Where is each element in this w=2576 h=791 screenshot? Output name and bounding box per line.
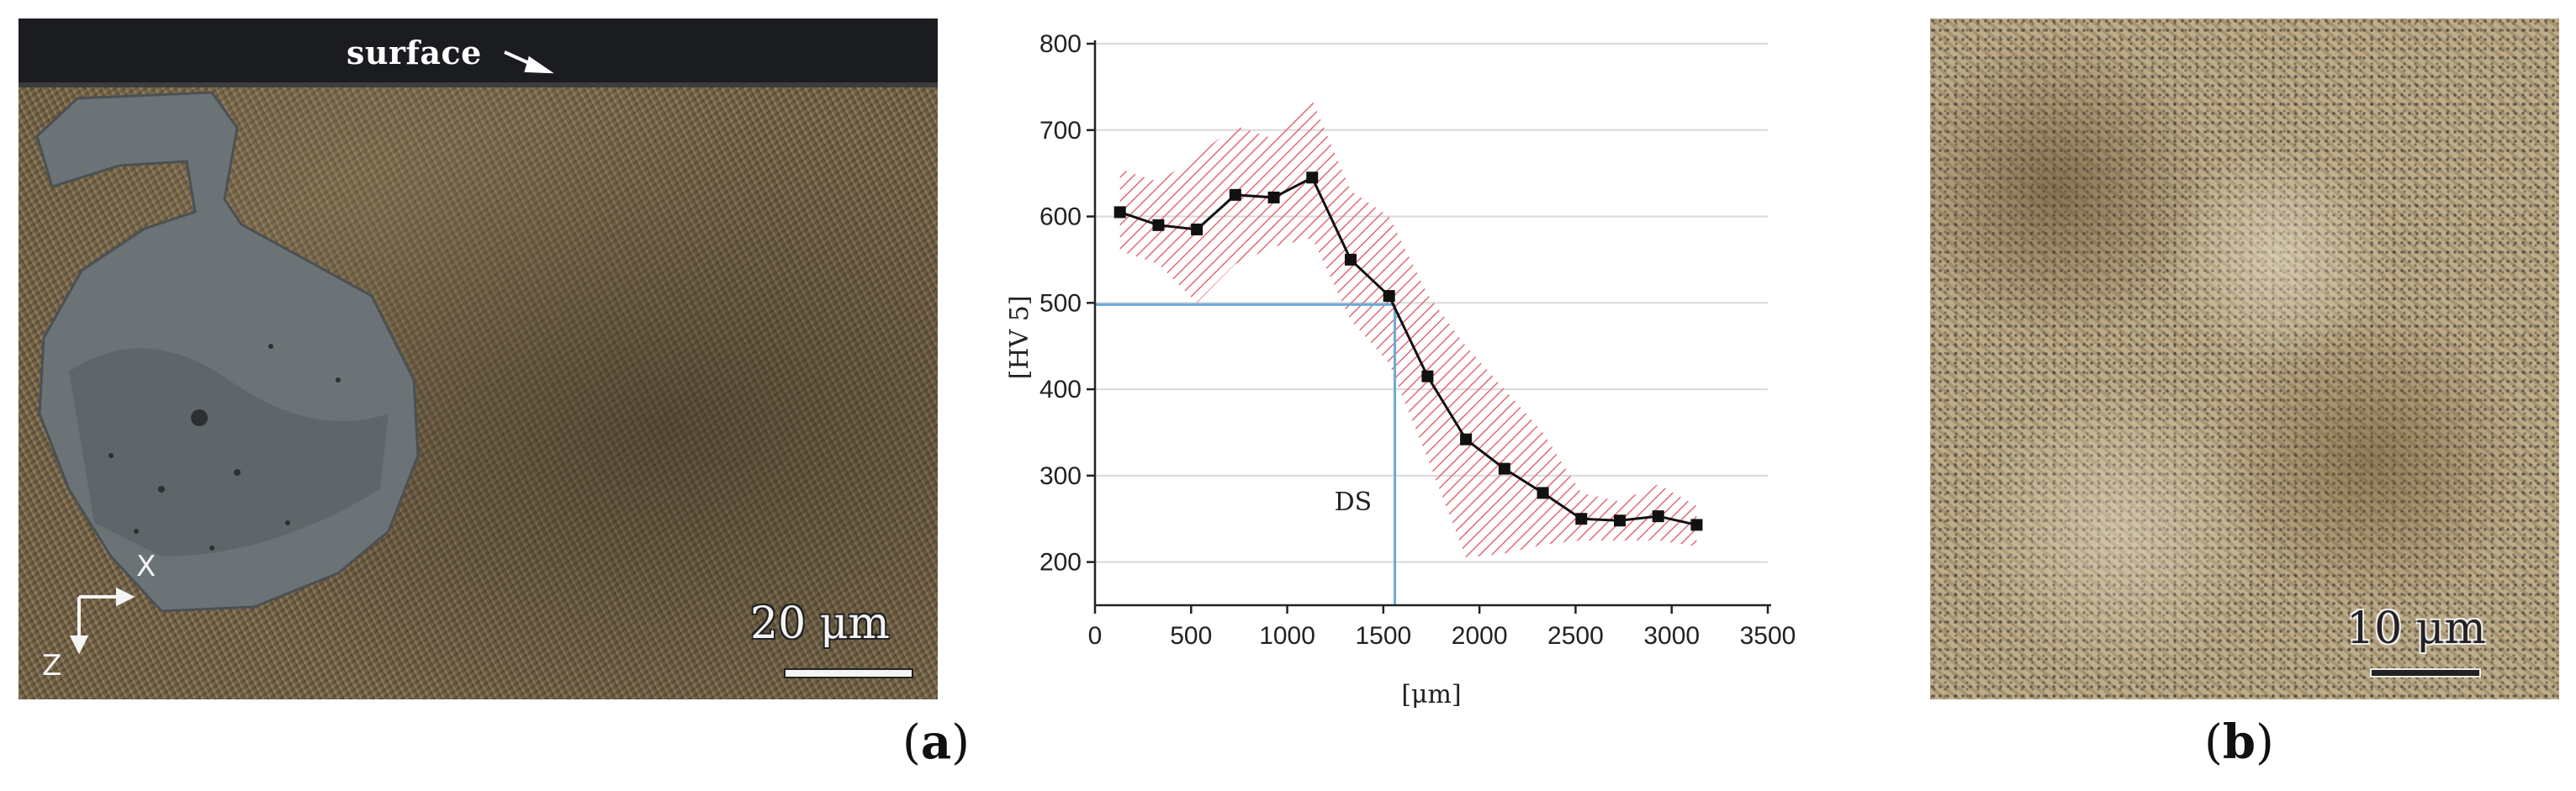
data-point-0 — [1113, 206, 1126, 219]
y-axis-label: [HV 5] — [1005, 295, 1034, 379]
panel-label-a-open: ( — [902, 715, 921, 770]
data-point-7 — [1383, 290, 1395, 303]
x-tick-label-1500: 1500 — [1355, 622, 1411, 650]
x-tick-label-2000: 2000 — [1452, 622, 1508, 650]
panel-label-b: (b) — [2204, 715, 2274, 770]
data-point-14 — [1652, 510, 1664, 523]
data-point-10 — [1498, 462, 1510, 475]
x-tick-label-1000: 1000 — [1259, 622, 1315, 650]
scale-bar-b-label: 10 μm — [2346, 604, 2486, 654]
data-point-8 — [1421, 370, 1434, 382]
y-tick-label-500: 500 — [1039, 289, 1082, 317]
data-point-9 — [1460, 433, 1473, 446]
data-point-15 — [1690, 519, 1703, 531]
y-tick-label-300: 300 — [1039, 462, 1082, 490]
particle-shade — [69, 348, 389, 556]
y-tick-label-600: 600 — [1039, 203, 1082, 231]
gray-particle — [35, 91, 420, 613]
scale-bar-a — [785, 670, 912, 677]
micrograph-a: surface X Z 20 μm — [19, 18, 938, 699]
scale-bar-a-label: 20 μm — [750, 599, 890, 649]
ds-annotation-layer — [1095, 303, 1397, 605]
surface-label: surface — [346, 34, 482, 71]
panel-label-b-close: ) — [2256, 715, 2274, 770]
axis-z-label: Z — [42, 649, 62, 683]
data-point-4 — [1267, 191, 1280, 203]
panel-label-a-letter: a — [920, 715, 952, 770]
x-tick-label-500: 500 — [1170, 622, 1212, 650]
axis-x-label: X — [136, 550, 156, 583]
data-point-3 — [1229, 188, 1241, 201]
hardness-chart: 200 300 400 500 600 700 800 0 500 1000 1500 2000 250… — [1005, 30, 1796, 709]
ds-label: DS — [1335, 488, 1373, 517]
scatter-band-layer — [1119, 99, 1697, 558]
x-tick-label-3000: 3000 — [1643, 622, 1700, 650]
data-point-13 — [1614, 514, 1626, 527]
x-tick-label-0: 0 — [1088, 622, 1103, 650]
surface-region — [19, 18, 938, 86]
y-tick-label-800: 800 — [1039, 30, 1082, 58]
panel-label-b-letter: b — [2222, 715, 2256, 770]
coordinate-axes — [69, 587, 135, 655]
data-point-12 — [1575, 513, 1588, 525]
micrograph-a-features — [35, 50, 554, 655]
y-tick-label-200: 200 — [1039, 549, 1082, 577]
surface-arrow — [504, 50, 554, 74]
micrograph-b — [1930, 18, 2559, 699]
data-point-5 — [1306, 171, 1319, 184]
panel-label-a-close: ) — [951, 715, 971, 770]
x-tick-label-2500: 2500 — [1547, 622, 1604, 650]
data-point-6 — [1345, 253, 1357, 266]
particle-core — [191, 409, 208, 426]
particle-pores — [108, 344, 341, 551]
surface-edge — [19, 82, 938, 87]
scatter-band — [1119, 99, 1697, 558]
series-layer — [1113, 171, 1703, 531]
series-line-hardness — [1119, 176, 1697, 526]
data-point-2 — [1191, 223, 1203, 235]
panel-label-b-open: ( — [2204, 715, 2223, 770]
axes-layer: 200 300 400 500 600 700 800 0 500 1000 1500 2000 250… — [1039, 30, 1796, 650]
data-point-1 — [1152, 219, 1165, 231]
x-axis-label: [μm] — [1401, 680, 1461, 709]
x-tick-label-3500: 3500 — [1740, 622, 1796, 650]
scale-bar-b — [2372, 670, 2479, 676]
data-point-11 — [1537, 487, 1549, 499]
y-tick-label-400: 400 — [1039, 376, 1082, 403]
panel-label-a: (a) — [902, 715, 970, 770]
y-tick-label-700: 700 — [1039, 117, 1082, 145]
